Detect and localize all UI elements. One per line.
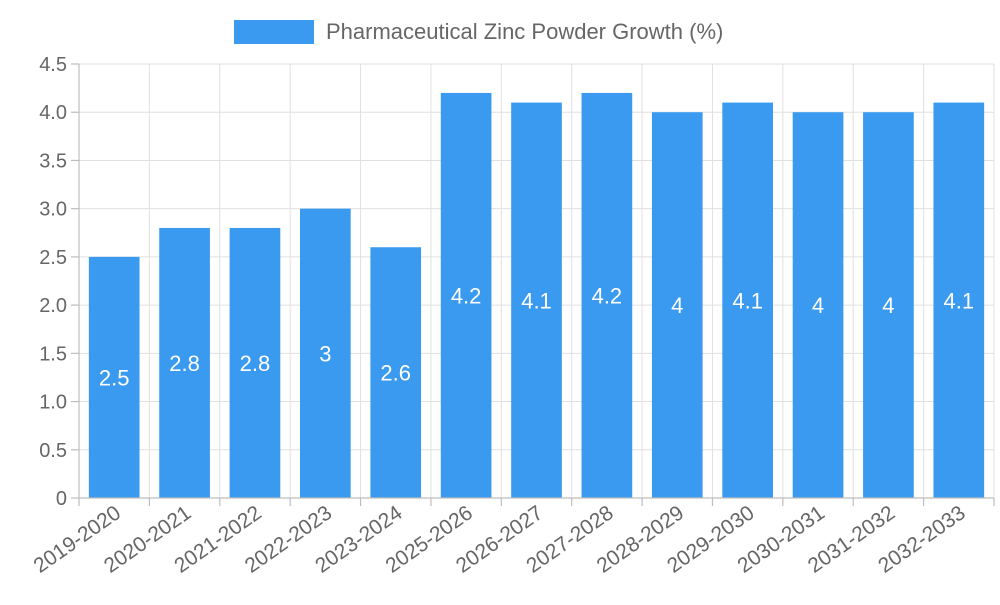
y-tick-label: 1.0 xyxy=(39,392,67,414)
y-tick-label: 0 xyxy=(56,488,67,510)
y-tick-label: 3.5 xyxy=(39,150,67,172)
bar[interactable] xyxy=(440,92,492,498)
bar-value-label: 2.6 xyxy=(380,361,411,386)
y-tick-label: 1.5 xyxy=(39,343,67,365)
bar[interactable] xyxy=(722,102,773,499)
bar-value-label: 4.1 xyxy=(521,288,552,313)
bar[interactable] xyxy=(229,227,281,498)
bar-value-label: 2.5 xyxy=(99,365,130,390)
y-tick-label: 4.5 xyxy=(39,54,67,76)
legend[interactable]: Pharmaceutical Zinc Powder Growth (%) xyxy=(234,19,723,44)
bar-value-label: 4.2 xyxy=(592,283,623,308)
bar-value-label: 4 xyxy=(671,293,683,318)
y-tick-label: 0.5 xyxy=(39,440,67,462)
bar-value-label: 4.1 xyxy=(944,288,975,313)
bar-value-label: 4.1 xyxy=(732,288,763,313)
bar[interactable] xyxy=(370,247,422,498)
bar[interactable] xyxy=(88,256,140,498)
bars xyxy=(88,92,985,499)
bar[interactable] xyxy=(863,112,914,498)
legend-swatch[interactable] xyxy=(234,20,314,44)
bar[interactable] xyxy=(651,112,703,498)
bar-value-label: 4 xyxy=(882,293,894,318)
bar-value-label: 2.8 xyxy=(240,351,271,376)
bar-value-label: 2.8 xyxy=(169,351,200,376)
y-tick-label: 3.0 xyxy=(39,199,67,221)
y-tick-label: 2.5 xyxy=(39,247,67,269)
bar[interactable] xyxy=(933,102,985,499)
bar-value-label: 4.2 xyxy=(451,283,482,308)
legend-label[interactable]: Pharmaceutical Zinc Powder Growth (%) xyxy=(326,19,723,44)
bar[interactable] xyxy=(511,102,562,499)
bar[interactable] xyxy=(300,208,351,498)
y-tick-label: 2.0 xyxy=(39,295,67,317)
y-tick-label: 4.0 xyxy=(39,102,67,124)
data-labels: 2.5 2.8 2.8 3 2.6 4.2 4.1 4.2 4 4.1 4 4 4.1 xyxy=(99,283,974,390)
bar-value-label: 4 xyxy=(812,293,824,318)
bar[interactable] xyxy=(581,92,633,498)
bar[interactable] xyxy=(792,112,844,498)
bar[interactable] xyxy=(159,227,210,498)
bar-value-label: 3 xyxy=(319,341,331,366)
